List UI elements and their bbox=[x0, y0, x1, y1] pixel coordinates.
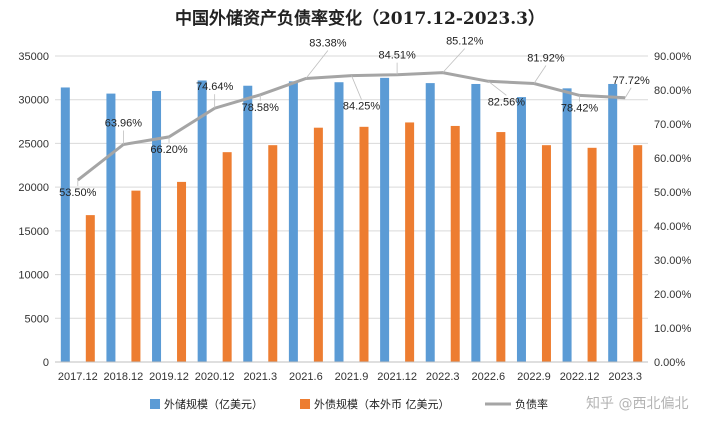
bar-reserves bbox=[471, 83, 481, 362]
rate-data-label: 63.96% bbox=[105, 118, 143, 130]
bars bbox=[60, 77, 643, 363]
bar-reserves bbox=[60, 87, 70, 362]
right-tick-label: 50.00% bbox=[654, 187, 692, 199]
bar-reserves bbox=[152, 90, 162, 362]
x-tick-label: 2021.3 bbox=[243, 371, 277, 383]
legend-item: 负债率 bbox=[485, 397, 548, 411]
legend-label: 外债规模（本外币 亿美元） bbox=[314, 397, 450, 411]
bar-reserves bbox=[288, 81, 298, 363]
data-label-leader bbox=[305, 50, 329, 79]
bar-reserves bbox=[608, 83, 618, 362]
data-label-leader bbox=[624, 87, 632, 98]
rate-data-label: 53.50% bbox=[59, 187, 97, 199]
x-tick-label: 2018.12 bbox=[104, 371, 144, 383]
bar-reserves bbox=[516, 97, 526, 362]
right-tick-label: 80.00% bbox=[654, 85, 692, 97]
bar-external-debt bbox=[268, 145, 278, 362]
right-tick-label: 30.00% bbox=[654, 255, 692, 267]
bar-external-debt bbox=[405, 122, 415, 363]
bar-external-debt bbox=[359, 126, 369, 363]
legend-item: 外储规模（亿美元） bbox=[150, 397, 263, 411]
chart-title: 中国外储资产负债率变化（2017.12-2023.3） bbox=[175, 8, 545, 29]
legend-label: 负债率 bbox=[515, 397, 548, 411]
right-tick-label: 70.00% bbox=[654, 119, 692, 131]
left-tick-label: 10000 bbox=[18, 270, 49, 282]
right-tick-label: 40.00% bbox=[654, 221, 692, 233]
left-tick-label: 5000 bbox=[25, 313, 49, 325]
bar-external-debt bbox=[633, 145, 643, 362]
bar-reserves bbox=[562, 88, 572, 362]
x-tick-label: 2021.12 bbox=[377, 371, 417, 383]
bar-reserves bbox=[425, 83, 435, 363]
bar-external-debt bbox=[541, 145, 551, 362]
bar-reserves bbox=[106, 93, 116, 362]
left-tick-label: 0 bbox=[43, 357, 49, 369]
left-tick-label: 15000 bbox=[18, 226, 49, 238]
legend-item: 外债规模（本外币 亿美元） bbox=[300, 397, 450, 411]
right-tick-label: 60.00% bbox=[654, 153, 692, 165]
right-tick-label: 10.00% bbox=[654, 323, 692, 335]
bar-external-debt bbox=[222, 152, 232, 362]
rate-data-label: 83.38% bbox=[309, 38, 347, 50]
x-tick-label: 2021.6 bbox=[289, 371, 323, 383]
rate-data-label: 81.92% bbox=[527, 52, 565, 64]
legend: 外储规模（亿美元） 外债规模（本外币 亿美元） 负债率 bbox=[150, 397, 548, 411]
rate-data-label: 78.42% bbox=[561, 102, 599, 114]
rate-data-label: 84.25% bbox=[343, 101, 381, 113]
x-tick-label: 2019.12 bbox=[149, 371, 189, 383]
legend-swatch-debt bbox=[300, 399, 310, 409]
x-tick-label: 2017.12 bbox=[58, 371, 98, 383]
rate-data-label: 77.72% bbox=[613, 75, 651, 87]
rate-line: 53.50% 63.96% 66.20% 74.64% 78.58% 83.38% 84.2… bbox=[59, 36, 650, 200]
rate-data-label: 85.12% bbox=[446, 36, 484, 48]
left-axis: 0 5000 10000 15000 20000 25000 30000 35000 bbox=[18, 51, 49, 369]
right-tick-label: 0.00% bbox=[654, 357, 685, 369]
bar-external-debt bbox=[313, 127, 323, 362]
data-label-leader bbox=[488, 80, 507, 96]
x-tick-label: 2022.3 bbox=[426, 371, 460, 383]
legend-label: 外储规模（亿美元） bbox=[164, 397, 263, 411]
x-tick-label: 2023.3 bbox=[608, 371, 642, 383]
x-tick-label: 2022.9 bbox=[517, 371, 551, 383]
data-label-leader bbox=[442, 48, 466, 73]
left-tick-label: 30000 bbox=[18, 95, 49, 107]
left-tick-label: 25000 bbox=[18, 138, 49, 150]
left-tick-label: 20000 bbox=[18, 182, 49, 194]
bar-external-debt bbox=[587, 147, 597, 362]
bar-reserves bbox=[197, 80, 207, 362]
bar-reserves bbox=[334, 82, 344, 362]
x-tick-label: 2022.6 bbox=[472, 371, 506, 383]
x-axis: 2017.12 2018.12 2019.12 2020.12 2021.3 2021.6… bbox=[55, 361, 648, 383]
rate-data-label: 66.20% bbox=[150, 144, 188, 156]
right-axis: 0.00% 10.00% 20.00% 30.00% 40.00% 50.00% 60.00… bbox=[654, 51, 692, 369]
rate-data-label: 84.51% bbox=[378, 50, 416, 62]
data-label-leader bbox=[351, 75, 362, 100]
x-tick-label: 2021.9 bbox=[335, 371, 369, 383]
x-tick-label: 2022.12 bbox=[560, 371, 600, 383]
rate-data-label: 78.58% bbox=[242, 102, 280, 114]
right-tick-label: 20.00% bbox=[654, 289, 692, 301]
left-tick-label: 35000 bbox=[18, 51, 49, 63]
right-tick-label: 90.00% bbox=[654, 51, 692, 63]
bar-reserves bbox=[243, 85, 253, 363]
legend-swatch-reserves bbox=[150, 399, 160, 409]
bar-external-debt bbox=[496, 132, 506, 362]
watermark: 知乎 @西北偏北 bbox=[586, 395, 688, 412]
bar-external-debt bbox=[177, 181, 187, 362]
bar-external-debt bbox=[450, 125, 460, 362]
rate-data-label: 82.56% bbox=[488, 96, 526, 108]
data-label-leader bbox=[533, 65, 547, 84]
rate-data-label: 74.64% bbox=[196, 81, 234, 93]
bar-reserves bbox=[380, 77, 390, 362]
x-tick-label: 2020.12 bbox=[195, 371, 235, 383]
bar-external-debt bbox=[131, 190, 141, 362]
bar-external-debt bbox=[85, 215, 95, 362]
